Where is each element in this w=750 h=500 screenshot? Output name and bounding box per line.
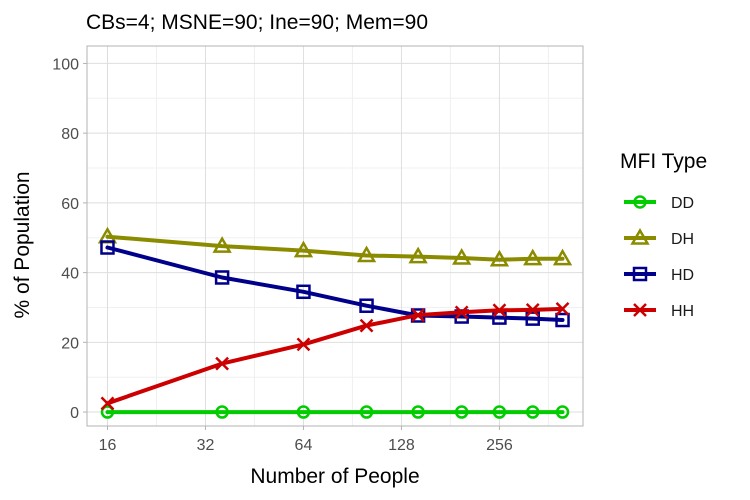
- legend-item-hd: HD: [624, 266, 694, 284]
- x-tick-label: 64: [295, 437, 313, 454]
- plot-panel: [87, 46, 583, 426]
- legend-key-marker-dd: [633, 195, 647, 209]
- data-point-dd: [454, 405, 469, 419]
- x-tick-label: 256: [486, 437, 513, 454]
- y-tick-label: 80: [61, 126, 79, 143]
- y-tick-label: 0: [70, 405, 79, 422]
- data-point-dd: [525, 405, 540, 419]
- x-tick-label: 32: [197, 437, 215, 454]
- series-line-dh: [105, 234, 565, 262]
- data-point-hh: [359, 318, 374, 333]
- data-point-dd: [411, 405, 425, 419]
- legend-item-dh: DH: [624, 227, 694, 248]
- data-point-hh: [454, 305, 469, 320]
- y-axis-title: % of Population: [11, 171, 34, 318]
- data-point-dh: [408, 246, 428, 264]
- series-dh: [97, 226, 573, 267]
- x-tick-label: 128: [388, 437, 415, 454]
- legend-label-dh: DH: [671, 231, 694, 248]
- legend-label-hh: HH: [671, 303, 694, 320]
- data-point-dd: [359, 405, 374, 419]
- chart-title: CBs=4; MSNE=90; Ine=90; Mem=90: [86, 11, 428, 34]
- data-point-dd: [555, 405, 570, 419]
- data-point-dh: [552, 248, 573, 266]
- data-point-hd: [525, 311, 540, 326]
- x-tick-label: 16: [99, 437, 117, 454]
- data-point-hd: [296, 284, 311, 300]
- data-point-dh: [523, 248, 543, 266]
- series-dd: [100, 405, 570, 419]
- plot-panel-border: [86, 45, 584, 427]
- data-point-hd: [555, 312, 570, 328]
- legend-key-marker-dh: [630, 227, 650, 245]
- data-point-dd: [296, 405, 311, 419]
- data-point-dh: [293, 240, 314, 258]
- x-axis-ticks: 16 32 64 128 256: [99, 426, 513, 454]
- data-point-hd: [214, 270, 230, 285]
- data-point-dd: [215, 405, 229, 419]
- y-axis-ticks: 0 20 40 60 80 100: [52, 56, 87, 422]
- data-point-hh: [100, 396, 115, 411]
- grid-minor: [87, 46, 583, 426]
- data-point-hh: [555, 301, 570, 316]
- legend: MFI Type DD DH HD HH: [620, 150, 707, 320]
- legend-item-hh: HH: [624, 303, 694, 320]
- data-point-hh: [296, 337, 311, 352]
- legend-label-hd: HD: [671, 267, 694, 284]
- data-point-dh: [489, 249, 510, 267]
- legend-title: MFI Type: [620, 150, 707, 173]
- legend-item-dd: DD: [624, 195, 694, 212]
- legend-key-marker-hh: [633, 303, 647, 317]
- legend-label-dd: DD: [671, 195, 694, 212]
- data-point-dh: [452, 247, 472, 265]
- data-point-hd: [100, 240, 115, 255]
- legend-key-marker-hd: [632, 266, 648, 282]
- x-axis-title: Number of People: [250, 465, 419, 488]
- series-layer: [97, 226, 573, 419]
- data-point-dh: [212, 236, 232, 253]
- data-point-hh: [492, 303, 507, 318]
- data-point-hd: [359, 298, 374, 313]
- data-point-hh: [411, 308, 425, 323]
- data-point-dd: [100, 405, 115, 419]
- y-tick-label: 100: [52, 56, 79, 73]
- data-point-hh: [525, 303, 540, 317]
- data-point-hh: [215, 356, 230, 371]
- series-hh: [100, 301, 570, 411]
- data-point-dd: [492, 405, 507, 419]
- y-tick-label: 40: [61, 266, 79, 283]
- data-point-dh: [356, 245, 377, 263]
- y-tick-label: 20: [61, 335, 79, 352]
- y-tick-label: 60: [61, 196, 79, 213]
